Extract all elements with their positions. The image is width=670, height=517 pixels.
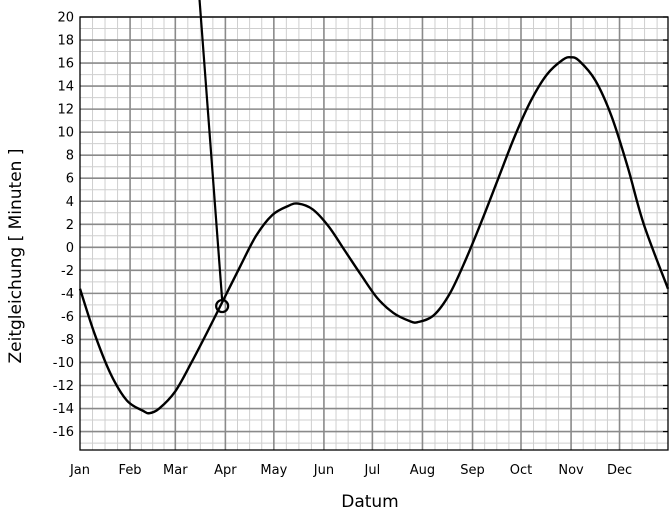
x-tick-label: Feb	[119, 463, 142, 478]
plot-frame	[79, 16, 669, 451]
y-tick-label: 6	[66, 172, 74, 187]
y-tick-label: 14	[57, 80, 74, 95]
minor-gridlines	[80, 17, 668, 450]
y-tick-label: 16	[57, 57, 74, 72]
y-tick-label: 18	[57, 34, 74, 49]
x-tick-label: Nov	[558, 463, 584, 478]
x-tick-label: Dec	[607, 463, 632, 478]
marker-pointer-line	[198, 0, 224, 301]
x-tick-label: Mar	[163, 463, 188, 478]
y-tick-label: 8	[66, 149, 74, 164]
x-tick-label: Aug	[410, 463, 435, 478]
y-tick-label: -16	[53, 425, 74, 440]
y-tick-label: -12	[53, 379, 74, 394]
x-tick-label: Oct	[510, 463, 532, 478]
y-tick-label: 4	[66, 195, 74, 210]
y-tick-label: -4	[61, 287, 74, 302]
frame-ticks	[663, 16, 668, 433]
x-tick-label: Jun	[313, 463, 334, 478]
x-axis-tick-labels: Jan Feb Mar Apr May Jun Jul Aug Sep Oct Nov Dec	[69, 463, 632, 478]
y-tick-label: 10	[57, 126, 74, 141]
y-tick-label: -8	[61, 333, 74, 348]
x-axis-title: Datum	[341, 492, 399, 512]
y-tick-label: -14	[53, 402, 74, 417]
y-tick-label: 20	[57, 11, 74, 26]
marker-circle	[215, 298, 230, 314]
series-line	[78, 55, 670, 415]
y-axis-title: Zeitgleichung [ Minuten ]	[6, 149, 26, 364]
x-tick-label: May	[260, 463, 287, 478]
major-gridlines	[80, 16, 668, 450]
y-tick-label: -10	[53, 356, 74, 371]
y-tick-label: -6	[61, 310, 74, 325]
y-tick-label: 12	[57, 103, 74, 118]
y-tick-label: -2	[61, 264, 74, 279]
x-tick-label: Jul	[364, 463, 381, 478]
x-tick-label: Sep	[460, 463, 485, 478]
x-tick-label: Jan	[69, 463, 90, 478]
y-tick-label: 2	[66, 218, 74, 233]
x-tick-label: Apr	[214, 463, 237, 478]
y-tick-label: 0	[66, 241, 74, 256]
